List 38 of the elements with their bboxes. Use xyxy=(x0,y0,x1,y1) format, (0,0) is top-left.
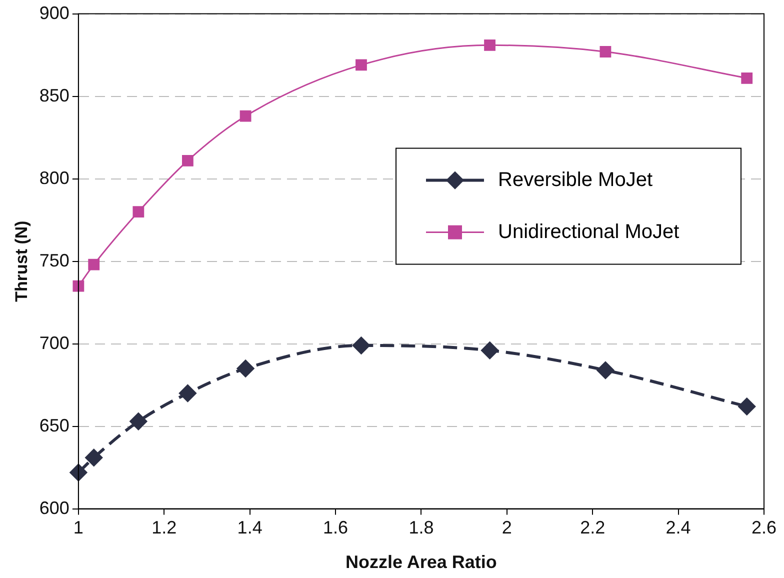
x-axis-title: Nozzle Area Ratio xyxy=(346,552,497,572)
point xyxy=(132,206,144,218)
x-tick-label: 1.6 xyxy=(323,518,348,538)
x-tick-label: 1.4 xyxy=(237,518,262,538)
y-axis-title: Thrust (N) xyxy=(12,220,31,302)
x-tick-label: 2.2 xyxy=(580,518,606,538)
y-tick-label: 850 xyxy=(39,85,70,106)
y-tick-label: 600 xyxy=(39,498,70,518)
x-tick-label: 1.8 xyxy=(408,518,434,538)
point xyxy=(484,39,496,51)
legend-label: Reversible MoJet xyxy=(498,168,653,191)
point xyxy=(741,72,753,84)
point xyxy=(70,464,87,481)
x-tick-label: 2.4 xyxy=(666,518,691,538)
point xyxy=(738,398,756,415)
point xyxy=(130,412,147,430)
y-tick-label: 750 xyxy=(39,250,70,270)
point xyxy=(179,384,196,402)
point xyxy=(352,336,370,354)
y-tick-label: 800 xyxy=(39,168,70,188)
y-tick-label: 650 xyxy=(39,415,70,436)
point xyxy=(240,110,252,122)
point xyxy=(356,59,367,71)
x-tick-label: 1.2 xyxy=(152,518,177,538)
point xyxy=(481,342,498,359)
legend-label: Unidirectional MoJet xyxy=(498,220,680,243)
point xyxy=(182,154,194,166)
point xyxy=(600,46,612,58)
point xyxy=(596,362,614,379)
point xyxy=(85,449,102,466)
x-tick-label: 1 xyxy=(73,518,84,538)
point xyxy=(237,360,254,378)
x-tick-label: 2.6 xyxy=(751,518,777,538)
y-tick-label: 900 xyxy=(39,2,70,23)
x-tick-label: 2 xyxy=(502,518,512,538)
point xyxy=(72,280,84,292)
y-tick-label: 700 xyxy=(39,332,70,353)
point xyxy=(88,258,100,270)
